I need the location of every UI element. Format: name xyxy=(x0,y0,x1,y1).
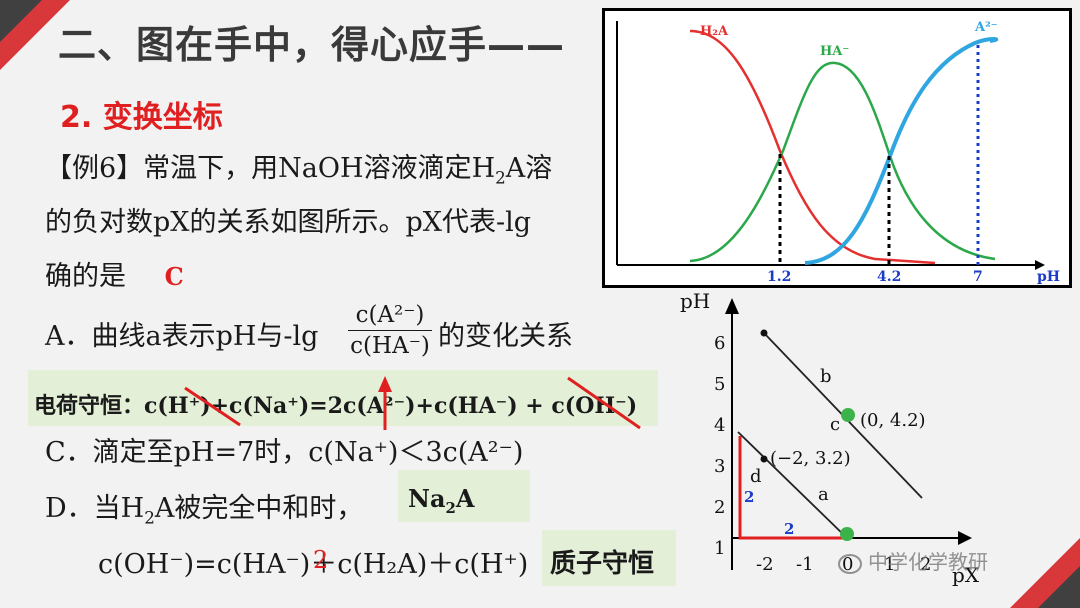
px-axis-label: pX xyxy=(952,563,980,587)
coefficient-insert-mark: 2 xyxy=(313,546,329,574)
option-d-line-2: c(OH⁻)=c(HA⁻)＋c(H₂A)＋c(H⁺) xyxy=(98,549,529,580)
option-a-suffix: 的变化关系 xyxy=(438,321,573,352)
fraction-denominator: c(HA⁻) xyxy=(350,333,430,359)
example-line-3: 确的是 C xyxy=(45,261,184,292)
tick-label-1: 1.2 xyxy=(767,269,791,285)
charge-note-label: 电荷守恒： xyxy=(34,394,145,419)
y-tick-5: 5 xyxy=(714,374,725,395)
wechat-icon xyxy=(838,553,862,574)
y-tick-1: 1 xyxy=(714,538,725,559)
watermark: 中学化学教研 xyxy=(838,546,988,575)
triangle-horizontal-label: 2 xyxy=(784,520,794,538)
na2a-note: Na2A xyxy=(408,484,475,517)
point-label-c: (0, 4.2) xyxy=(860,410,926,431)
a2-curve xyxy=(804,37,999,265)
fraction-numerator: c(A²⁻) xyxy=(355,302,425,328)
px-axis-arrow xyxy=(958,531,972,545)
h2a-label: H₂A xyxy=(700,24,729,39)
distribution-chart: H₂A HA⁻ A²⁻ 1.2 4.2 7 pH xyxy=(602,8,1072,288)
arrow-head xyxy=(378,376,392,392)
label-b: b xyxy=(820,366,832,387)
point-b-start xyxy=(760,329,768,337)
tick-label-3: 7 xyxy=(973,269,983,285)
proton-note-box xyxy=(542,530,676,586)
y-tick-6: 6 xyxy=(714,333,725,354)
point-c xyxy=(841,408,855,422)
option-a-fraction: c(A²⁻) c(HA⁻) xyxy=(348,302,432,359)
label-a: a xyxy=(818,484,829,505)
ha-label: HA⁻ xyxy=(820,44,849,59)
ph-axis-label: pH xyxy=(680,290,710,313)
ha-curve xyxy=(689,61,996,263)
na2a-note-box xyxy=(398,470,530,522)
ph-axis-arrow xyxy=(725,298,739,314)
corner-decoration-dark xyxy=(0,0,42,42)
x-tick-2: 2 xyxy=(920,554,931,575)
section-title: 2. 变换坐标 xyxy=(60,100,223,135)
x-axis-label: pH xyxy=(1037,269,1060,285)
triangle-legs xyxy=(738,436,848,540)
tick-label-2: 4.2 xyxy=(877,269,901,285)
x-tick-neg2: -2 xyxy=(756,554,774,575)
x-tick-1: 1 xyxy=(884,554,895,575)
charge-note-box xyxy=(28,370,658,426)
option-d-line-1: D．当H2A被完全中和时， xyxy=(45,493,364,528)
example-line-2: 的负对数pX的关系如图所示。pX代表-lg xyxy=(45,207,532,238)
slide-title: 二、图在手中，得心应手—— xyxy=(58,23,566,67)
point-a-end xyxy=(840,527,854,541)
fraction-bar xyxy=(348,330,432,331)
label-c: c xyxy=(830,414,840,435)
x-tick-neg1: -1 xyxy=(796,554,814,575)
point-d xyxy=(760,455,768,463)
y-tick-4: 4 xyxy=(714,415,725,436)
point-label-d: (−2, 3.2) xyxy=(770,448,851,469)
proton-note: 质子守恒 xyxy=(550,549,655,579)
strike-mark-oh xyxy=(567,376,641,430)
distribution-chart-svg: H₂A HA⁻ A²⁻ 1.2 4.2 7 pH xyxy=(616,20,1060,285)
option-c: C．滴定至pH=7时，c(Na⁺)＜3c(A²⁻) xyxy=(45,437,524,468)
h2a-curve xyxy=(689,29,936,265)
label-d: d xyxy=(750,466,762,487)
answer-mark: C xyxy=(164,262,184,291)
a2-label: A²⁻ xyxy=(974,20,998,35)
ph-px-chart-svg: pH 1 2 3 4 5 6 -2 -1 0 1 2 pX b a c d (0… xyxy=(680,289,980,587)
option-a-text: A．曲线a表示pH与-lg xyxy=(45,321,319,352)
corner-decoration-dark-br xyxy=(1038,566,1080,608)
ph-px-chart: pH 1 2 3 4 5 6 -2 -1 0 1 2 pX b a c d (0… xyxy=(672,289,1012,590)
triangle-vertical-label: 2 xyxy=(744,488,754,506)
x-axis-arrow xyxy=(1035,260,1045,270)
strike-mark-h xyxy=(184,386,241,427)
line-a xyxy=(737,431,848,539)
example-line-1: 【例6】常温下，用NaOH溶液滴定H2A溶 xyxy=(45,153,553,188)
y-tick-3: 3 xyxy=(714,456,725,477)
y-tick-2: 2 xyxy=(714,497,725,518)
